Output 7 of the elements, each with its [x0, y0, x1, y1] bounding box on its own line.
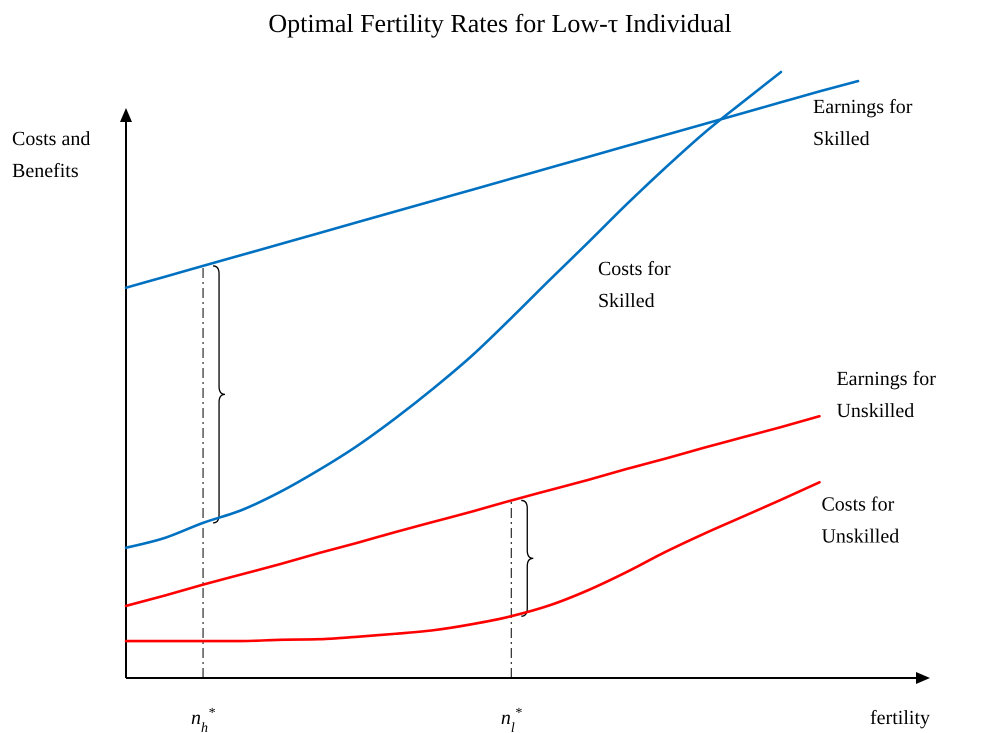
series-label: Earnings for Skilled — [813, 96, 913, 150]
series-label: Earnings for Unskilled — [836, 368, 936, 422]
series-label: Costs for Skilled — [598, 258, 672, 312]
chart-title: Optimal Fertility Rates for Low-τ Individual — [268, 9, 732, 38]
x-axis-title: fertility — [870, 707, 930, 729]
series-label: Costs for Unskilled — [821, 493, 900, 548]
y-axis-title: Costs and Benefits — [12, 128, 90, 182]
